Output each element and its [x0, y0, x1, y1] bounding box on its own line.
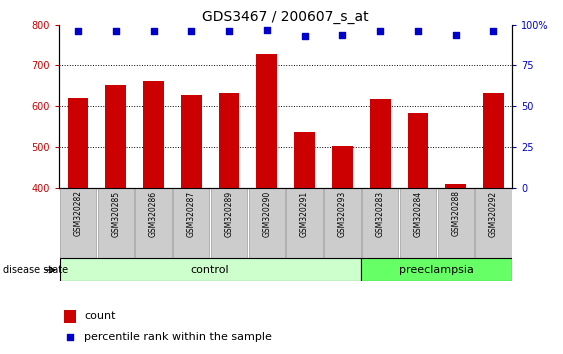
Bar: [68, 98, 88, 188]
Text: control: control: [191, 265, 230, 275]
Text: GSM320284: GSM320284: [413, 190, 422, 236]
Point: [74, 28, 83, 34]
Point: [338, 32, 347, 38]
Bar: [475, 188, 512, 258]
Point: [300, 33, 309, 39]
Text: GSM320282: GSM320282: [74, 190, 83, 236]
Point: [413, 28, 422, 34]
Text: GSM320292: GSM320292: [489, 190, 498, 236]
Bar: [332, 146, 353, 188]
Point: [376, 28, 385, 34]
Point: [65, 334, 74, 340]
Bar: [249, 188, 285, 258]
Bar: [400, 188, 436, 258]
Bar: [257, 54, 277, 188]
Bar: [97, 188, 134, 258]
Bar: [105, 85, 126, 188]
Point: [149, 28, 158, 34]
Point: [451, 32, 460, 38]
Bar: [324, 188, 360, 258]
Bar: [60, 188, 96, 258]
Bar: [211, 188, 247, 258]
Text: GSM320293: GSM320293: [338, 190, 347, 237]
Text: GSM320291: GSM320291: [300, 190, 309, 236]
Point: [489, 28, 498, 34]
Bar: [64, 309, 77, 323]
Text: GSM320289: GSM320289: [225, 190, 234, 236]
Bar: [173, 188, 209, 258]
Text: percentile rank within the sample: percentile rank within the sample: [84, 332, 272, 342]
Bar: [287, 188, 323, 258]
Title: GDS3467 / 200607_s_at: GDS3467 / 200607_s_at: [203, 10, 369, 24]
Text: preeclampsia: preeclampsia: [399, 265, 473, 275]
Text: count: count: [84, 311, 115, 321]
Point: [225, 28, 234, 34]
Point: [111, 28, 120, 34]
Text: disease state: disease state: [3, 265, 68, 275]
Bar: [362, 188, 398, 258]
Text: GSM320287: GSM320287: [187, 190, 196, 236]
Bar: [360, 258, 512, 281]
Text: GSM320285: GSM320285: [111, 190, 120, 236]
Bar: [60, 258, 360, 281]
Point: [262, 27, 271, 33]
Point: [187, 28, 196, 34]
Bar: [408, 113, 428, 188]
Bar: [143, 81, 164, 188]
Bar: [437, 188, 474, 258]
Text: GSM320288: GSM320288: [451, 190, 460, 236]
Bar: [445, 183, 466, 188]
Bar: [294, 132, 315, 188]
Bar: [370, 99, 391, 188]
Bar: [218, 93, 239, 188]
Text: GSM320290: GSM320290: [262, 190, 271, 237]
Bar: [136, 188, 172, 258]
Bar: [483, 93, 504, 188]
Text: GSM320283: GSM320283: [376, 190, 385, 236]
Bar: [181, 95, 202, 188]
Text: GSM320286: GSM320286: [149, 190, 158, 236]
